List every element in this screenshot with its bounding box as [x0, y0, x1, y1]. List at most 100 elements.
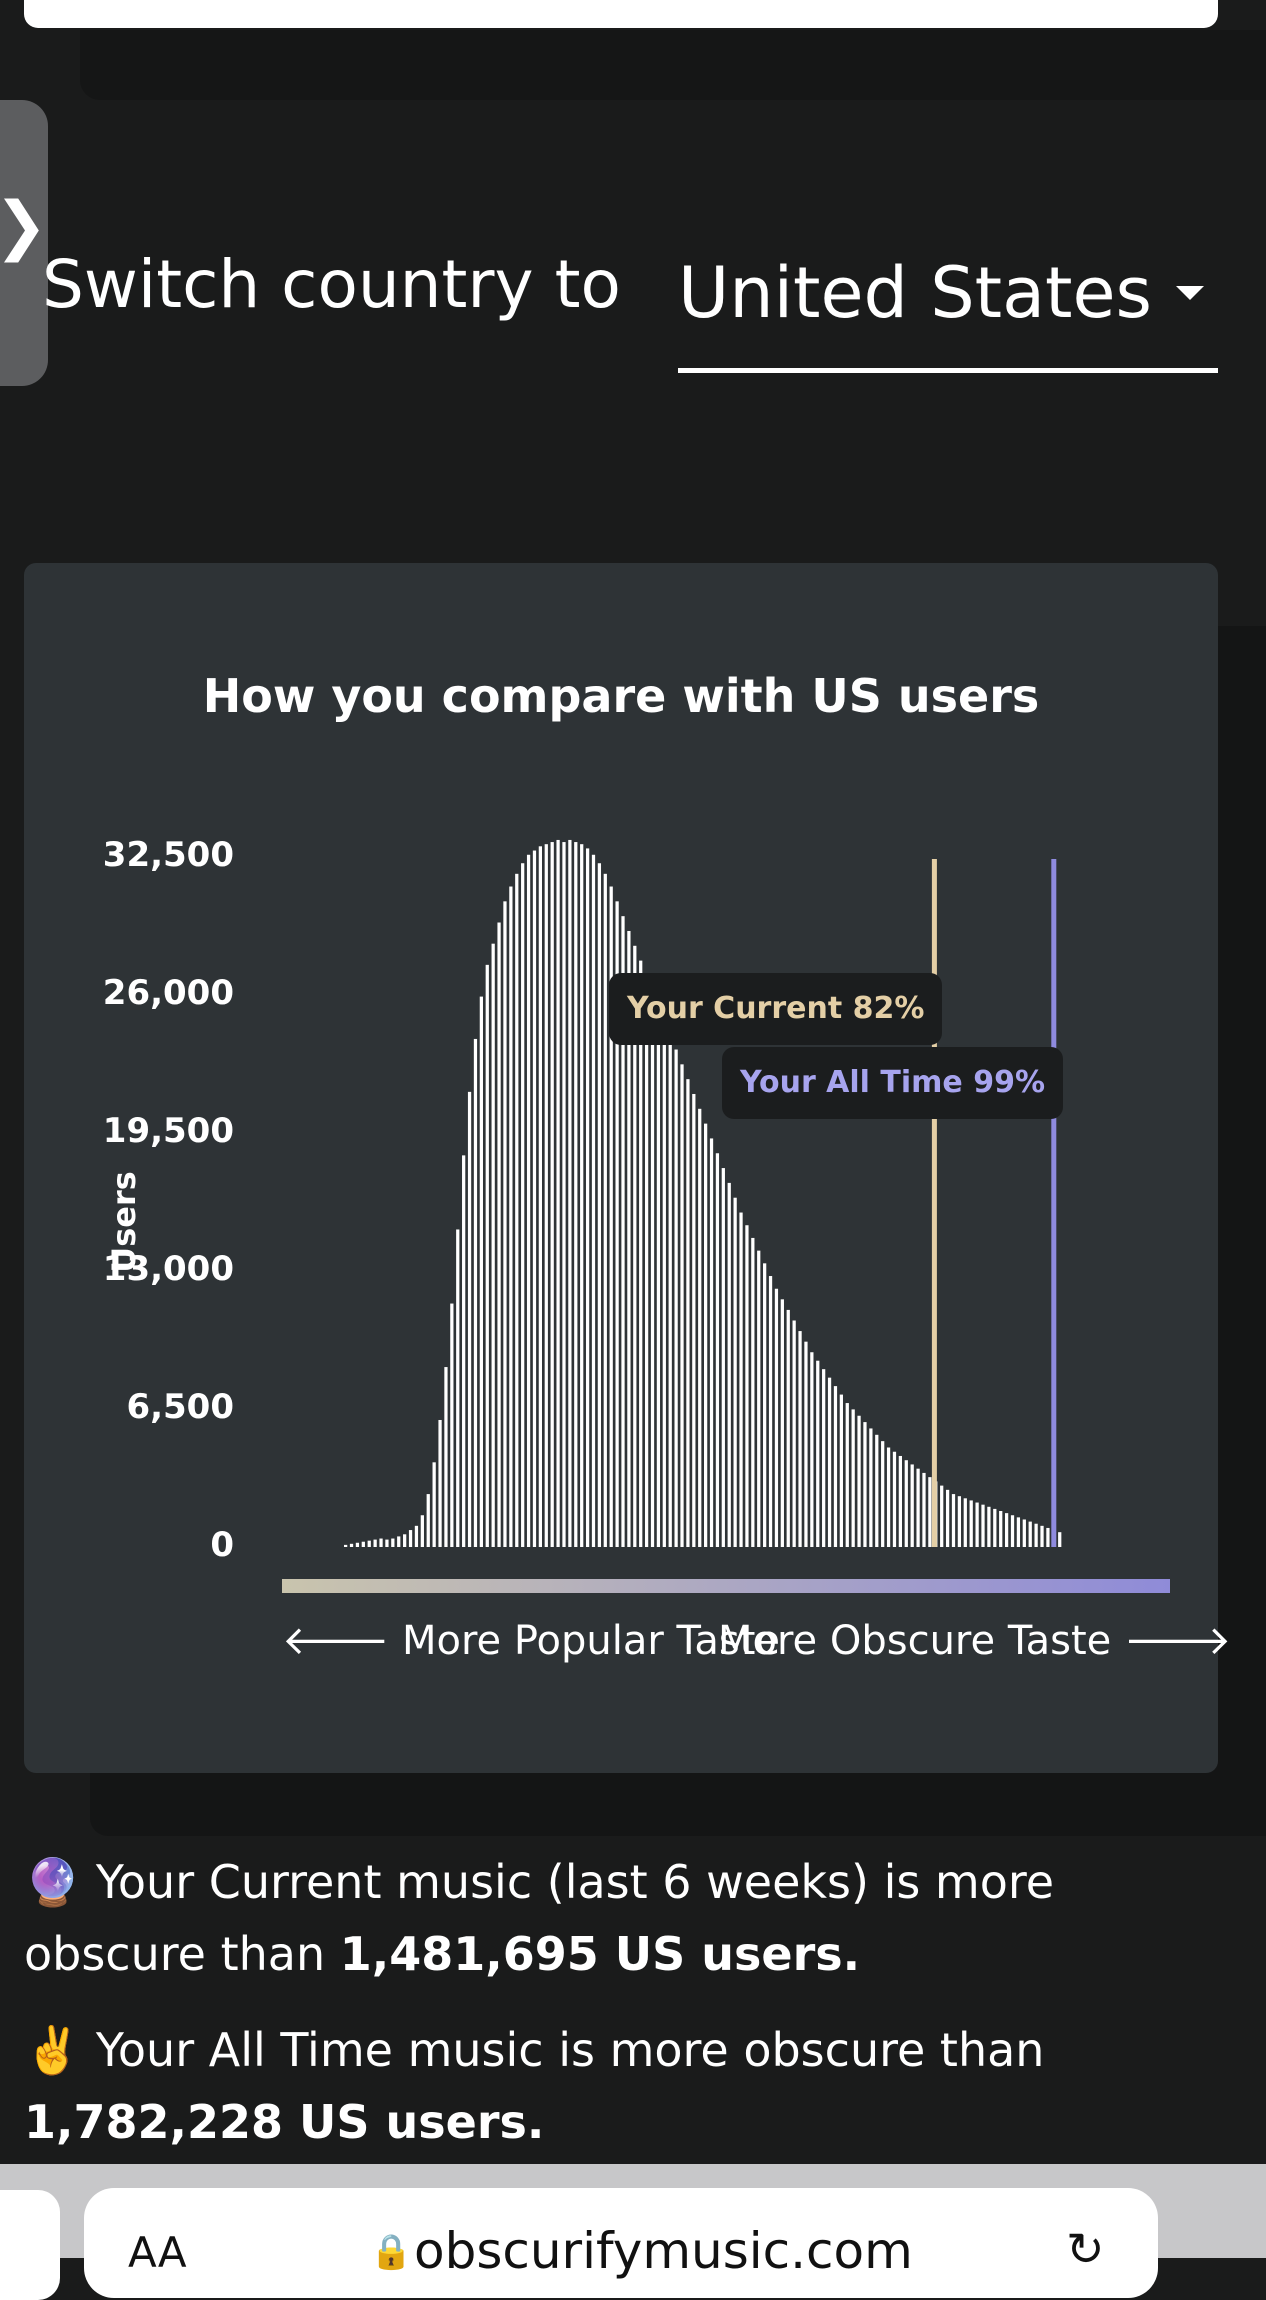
histogram-bar [361, 1541, 365, 1547]
histogram-bar [975, 1502, 979, 1547]
histogram-bar [957, 1496, 962, 1547]
url-text: obscurifymusic.com [414, 2222, 913, 2280]
histogram-bar [408, 1530, 413, 1547]
histogram-bar [591, 854, 596, 1547]
histogram-bar [550, 842, 554, 1547]
histogram-bar [656, 1005, 661, 1547]
histogram-bar [627, 930, 631, 1547]
histogram-bar [521, 863, 525, 1547]
y-tick-label: 26,000 [102, 973, 234, 1013]
histogram-bar [993, 1508, 997, 1547]
histogram-bar [904, 1460, 908, 1547]
histogram-bar [544, 844, 548, 1547]
histogram-bar [668, 1034, 672, 1547]
histogram-bar [650, 990, 655, 1547]
histogram-bar [1022, 1519, 1026, 1547]
text-size-button[interactable]: AA [128, 2228, 187, 2277]
histogram-bar [609, 886, 613, 1547]
histogram-bar [875, 1434, 879, 1547]
histogram-bar [945, 1489, 950, 1547]
histogram-bar [450, 1303, 454, 1547]
histogram-bar [344, 1544, 348, 1547]
top-card [24, 0, 1218, 28]
histogram-bar [1040, 1525, 1044, 1547]
histogram-bar [597, 863, 602, 1547]
histogram-bar [467, 1091, 472, 1547]
histogram-bar [373, 1539, 377, 1547]
browser-bottom-bar: AA 🔒 obscurifymusic.com ↻ [0, 2164, 1266, 2300]
address-bar[interactable]: AA 🔒 obscurifymusic.com ↻ [84, 2188, 1158, 2298]
chart-card: How you compare with US users 32,500 26,… [24, 563, 1231, 1773]
histogram-bar [497, 922, 501, 1547]
histogram-bar [585, 848, 590, 1547]
histogram-bar [462, 1155, 466, 1547]
histogram-bar [580, 844, 584, 1547]
histogram-bar [745, 1225, 749, 1547]
histogram-bar [857, 1415, 861, 1547]
current-percentile-tooltip: Your Current 82% [609, 973, 943, 1045]
histogram-bar [863, 1422, 867, 1547]
histogram-bar [981, 1504, 985, 1547]
histogram-bar [881, 1441, 885, 1547]
histogram-bar [822, 1369, 826, 1547]
crystal-ball-icon: 🔮 [24, 1855, 82, 1909]
histogram-bar [621, 916, 625, 1547]
y-tick-label: 32,500 [102, 835, 234, 875]
histogram-bar [674, 1049, 678, 1547]
histogram-bar [349, 1543, 354, 1547]
y-tick-label: 0 [210, 1525, 234, 1565]
histogram-bar [391, 1538, 395, 1547]
histogram-bar [1028, 1521, 1032, 1547]
histogram-bar [1058, 1532, 1062, 1547]
current-summary-text: Your Current music (last 6 weeks) is mor… [24, 1855, 1055, 1981]
histogram-bar [473, 1038, 478, 1547]
histogram-bar [397, 1536, 401, 1547]
histogram-bar [686, 1079, 690, 1547]
histogram-bar [709, 1138, 714, 1547]
histogram-bar [438, 1419, 442, 1547]
reload-icon[interactable]: ↻ [1066, 2222, 1105, 2276]
histogram-bar [757, 1250, 761, 1547]
lock-icon: 🔒 [370, 2232, 413, 2272]
histogram-bar [804, 1341, 808, 1547]
alltime-count: 1,782,228 US users. [24, 2095, 545, 2149]
histogram-bar [532, 850, 537, 1547]
histogram-bar [662, 1019, 666, 1547]
histogram-bar [739, 1212, 743, 1547]
obscure-taste-text: More Obscure Taste [718, 1618, 1112, 1664]
histogram-bar [951, 1494, 956, 1547]
histogram-bar [355, 1542, 360, 1547]
histogram-bar [816, 1360, 820, 1547]
histogram-bar [367, 1540, 371, 1547]
histogram-bar [680, 1064, 684, 1547]
taste-gradient-bar [282, 1579, 1170, 1593]
histogram-bar [603, 873, 607, 1547]
top-shadow [80, 30, 1266, 100]
histogram-bar [574, 842, 578, 1547]
histogram-bar [845, 1403, 849, 1547]
side-drawer-tab[interactable]: ❯ [0, 100, 48, 386]
country-select[interactable]: United States [678, 246, 1218, 373]
histogram-bar [786, 1309, 790, 1547]
histogram-bar [414, 1525, 419, 1547]
histogram-bar [963, 1498, 967, 1547]
histogram-bar [987, 1506, 991, 1547]
histogram-bar [692, 1093, 696, 1547]
histogram-bar [827, 1377, 832, 1547]
histogram-plot [344, 839, 1062, 1547]
tab-switcher-button[interactable] [0, 2190, 60, 2300]
histogram-bar [798, 1331, 802, 1547]
histogram-bar [633, 945, 637, 1547]
histogram-bar [922, 1472, 926, 1547]
histogram-bar [869, 1428, 873, 1547]
histogram-bar [1046, 1527, 1050, 1547]
popular-taste-text: More Popular Taste [401, 1618, 781, 1664]
histogram-bar [562, 842, 566, 1547]
histogram-bar [426, 1494, 430, 1547]
histogram-bar [526, 854, 531, 1547]
histogram-bar [639, 960, 643, 1547]
chevron-right-icon: ❯ [0, 189, 48, 263]
histogram-bar [910, 1464, 914, 1547]
histogram-bar [969, 1500, 973, 1547]
alltime-summary: ✌️ Your All Time music is more obscure t… [24, 2014, 1234, 2158]
